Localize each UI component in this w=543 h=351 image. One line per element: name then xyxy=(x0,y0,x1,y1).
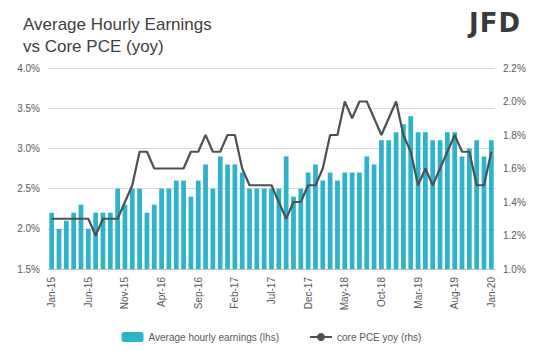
svg-text:Dec-17: Dec-17 xyxy=(303,277,314,310)
svg-text:4.0%: 4.0% xyxy=(17,63,40,74)
svg-text:Apr-16: Apr-16 xyxy=(156,277,167,307)
svg-text:3.0%: 3.0% xyxy=(17,143,40,154)
svg-text:1.4%: 1.4% xyxy=(503,197,526,208)
svg-text:Aug-19: Aug-19 xyxy=(449,277,460,310)
svg-text:Jul-17: Jul-17 xyxy=(266,277,277,305)
svg-text:Nov-15: Nov-15 xyxy=(119,277,130,310)
svg-text:2.0%: 2.0% xyxy=(503,96,526,107)
svg-text:2.5%: 2.5% xyxy=(17,183,40,194)
svg-text:1.2%: 1.2% xyxy=(503,230,526,241)
svg-text:May-18: May-18 xyxy=(339,277,350,311)
svg-text:Sep-16: Sep-16 xyxy=(193,277,204,310)
svg-text:Average Hourly Earnings: Average Hourly Earnings xyxy=(23,15,212,34)
svg-text:Feb-17: Feb-17 xyxy=(229,277,240,309)
svg-text:2.0%: 2.0% xyxy=(17,223,40,234)
svg-text:1.8%: 1.8% xyxy=(503,130,526,141)
svg-text:1.5%: 1.5% xyxy=(17,264,40,275)
svg-text:core PCE yoy (rhs): core PCE yoy (rhs) xyxy=(337,332,421,343)
svg-text:Mar-19: Mar-19 xyxy=(413,277,424,309)
svg-text:Oct-18: Oct-18 xyxy=(376,277,387,307)
svg-text:1.6%: 1.6% xyxy=(503,163,526,174)
svg-text:2.2%: 2.2% xyxy=(503,63,526,74)
svg-text:Jun-15: Jun-15 xyxy=(83,277,94,308)
svg-text:Jan-15: Jan-15 xyxy=(46,277,57,308)
svg-text:Average hourly earnings (lhs): Average hourly earnings (lhs) xyxy=(149,332,279,343)
svg-text:vs Core PCE (yoy): vs Core PCE (yoy) xyxy=(23,37,164,56)
html-text:JFD: JFD xyxy=(469,8,521,38)
svg-text:Jan-20: Jan-20 xyxy=(486,277,497,308)
svg-text:1.0%: 1.0% xyxy=(503,264,526,275)
svg-text:3.5%: 3.5% xyxy=(17,103,40,114)
